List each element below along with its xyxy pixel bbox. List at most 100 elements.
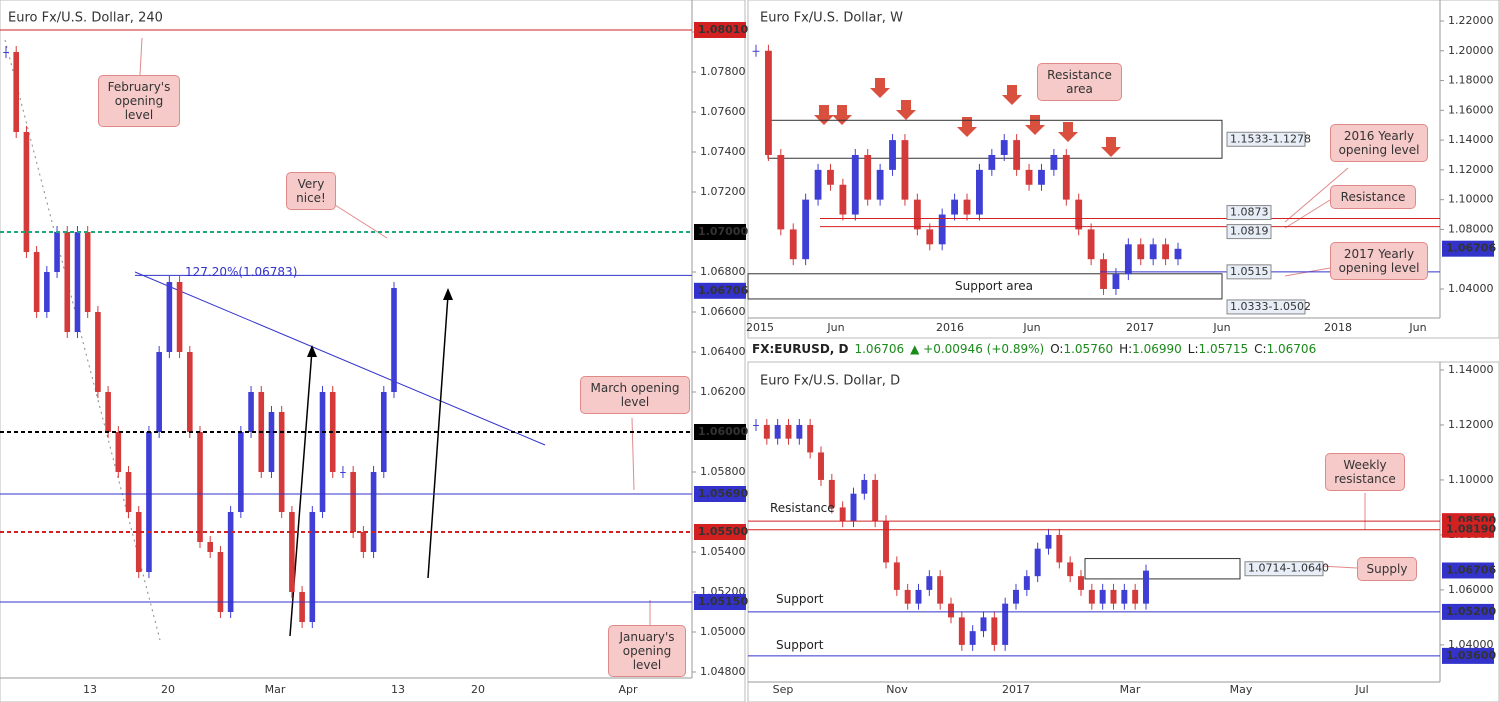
x-tick-label: Jun [826,321,844,334]
candle [74,232,81,332]
candle [1067,562,1074,577]
panel-frame [747,361,1499,702]
trend-dotted [4,39,161,641]
candle [926,576,933,590]
x-tick-label: Mar [265,683,286,696]
price-label-box [1442,240,1494,257]
zone-label: 1.0333-1.0502 [1230,300,1311,313]
level-label: 1.0819 [1230,225,1269,238]
candle [268,412,275,472]
y-tick-label: 1.05800 [700,465,746,478]
annotation: Support [776,638,824,652]
candle [883,521,889,563]
panel-frame [747,0,1499,339]
candle [1132,589,1139,604]
candle [926,229,934,245]
zone [767,119,1223,159]
header-field: H: [1119,342,1133,356]
candle [23,132,30,252]
y-tick-label: 1.07400 [700,145,746,158]
candle [963,199,971,215]
candle [901,140,909,200]
y-tick-label: 1.04000 [1448,282,1494,295]
candle [1025,169,1033,185]
candle [839,507,846,522]
candle [789,229,797,260]
candle [1162,244,1170,260]
header-field: 1.05760 [1063,342,1114,356]
candle [1045,534,1052,549]
candle [115,432,122,472]
candle [13,52,20,132]
x-tick-label: 2017 [1002,683,1030,696]
candle [861,479,868,494]
callout: February's opening level [98,75,180,127]
header-field: 1.06706 [1266,342,1317,356]
candle [807,424,814,453]
y-tick-label: 1.05400 [700,545,746,558]
candle [785,424,792,439]
candle [1075,199,1083,230]
candle [1000,140,1008,155]
callout: Resistance area [1037,63,1122,101]
candle [44,272,50,312]
x-tick-label: Jul [1354,683,1368,696]
level-label-box [1226,264,1272,280]
candle [828,479,835,508]
candle [95,312,101,392]
price-label-box [1442,562,1494,579]
level-label-box [1226,205,1272,221]
candle [958,617,965,645]
price-label: 1.08190 [1446,523,1496,536]
trend-line [134,271,546,446]
candle [850,493,857,522]
y-tick-label: 1.07200 [700,185,746,198]
candle [851,154,859,215]
candle [3,52,9,53]
candle [1099,589,1106,604]
price-label-box [694,224,746,240]
arrow-head [307,345,317,357]
price-label-box [694,424,746,440]
candle [1062,154,1070,200]
candle [864,154,872,200]
candle [391,288,397,392]
y-tick-label: 1.07600 [700,105,746,118]
candle [763,424,770,439]
panel-title: Euro Fx/U.S. Dollar, D [760,374,900,389]
zone-label-box [1226,131,1306,147]
y-tick-label: 1.12000 [1448,418,1494,431]
x-tick-label: Nov [886,683,908,696]
y-tick-label: 1.14000 [1448,363,1494,376]
candle [872,479,879,522]
candle [753,424,759,426]
price-label: 1.06706 [1446,242,1496,255]
header-field: FX:EURUSD, D [752,342,849,356]
header-field: 1.06706 [854,342,905,356]
candle [1143,570,1149,604]
candle [1013,589,1019,604]
panel-frame [0,0,746,702]
candle [340,472,346,473]
candle [84,232,91,312]
candle [370,472,377,552]
candle [207,542,214,552]
y-tick-label: 1.06400 [700,345,746,358]
price-label-box [1442,521,1494,538]
y-tick-label: 1.22000 [1448,14,1494,27]
y-tick-label: 1.20000 [1448,44,1494,57]
x-tick-label: Jun [1212,321,1230,334]
x-tick-label: 20 [471,683,485,696]
zone [1084,558,1241,580]
level-label: 1.0873 [1230,206,1269,219]
candle [197,432,203,542]
price-label: 1.06000 [698,425,748,438]
callout-pointers [139,37,1366,626]
symbol-header: FX:EURUSD, D 1.06706 ▲ +0.00946 (+0.89%) O:… [752,342,1322,356]
x-tick-label: 2017 [1126,321,1154,334]
level-label: 1.0515 [1230,265,1269,278]
zone [747,273,1223,300]
candle [1149,244,1157,260]
candle [1038,169,1045,185]
